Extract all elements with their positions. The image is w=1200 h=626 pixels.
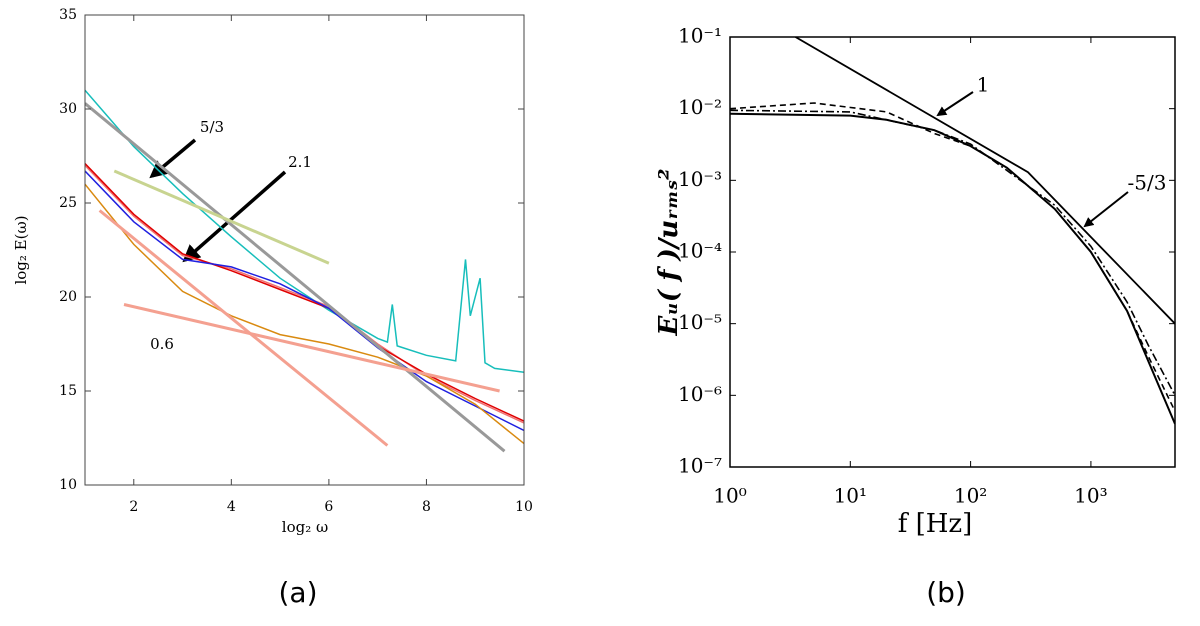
series-line [85, 102, 506, 453]
y-tick-label: 20 [59, 289, 77, 305]
x-tick-label: 2 [129, 499, 138, 515]
plot-area [85, 89, 524, 453]
y-tick-label: 10⁻⁵ [678, 310, 722, 334]
series-line [85, 164, 524, 424]
series-line [85, 183, 524, 445]
y-tick-label: 35 [59, 7, 77, 23]
series-line [85, 170, 524, 432]
annotation: 5/3 [200, 118, 224, 136]
y-tick-label: 25 [59, 195, 77, 211]
series-line [730, 109, 1175, 396]
plot-area [730, 37, 1175, 425]
y-tick-label: 10⁻³ [678, 167, 722, 191]
y-axis-label: Eᵤ( f )/uᵣₘₛ² [654, 169, 684, 337]
arrow [1083, 191, 1129, 228]
series-line [85, 89, 524, 373]
y-tick-label: 15 [59, 383, 77, 399]
x-tick-label: 8 [422, 499, 431, 515]
series-line [730, 112, 1175, 425]
y-tick-label: 10⁻⁴ [678, 239, 722, 263]
annotation: 1 [977, 73, 990, 97]
plot-frame [84, 14, 525, 486]
series-line [98, 209, 389, 447]
y-tick-label: 10⁻⁷ [678, 454, 722, 478]
arrow [182, 170, 287, 263]
x-tick-label: 10¹ [834, 484, 867, 508]
series-line [113, 169, 330, 265]
x-axis-label: f [Hz] [898, 509, 973, 539]
x-tick-label: 10² [954, 484, 987, 508]
y-tick-label: 30 [59, 101, 77, 117]
series-line [123, 303, 500, 393]
arrow [936, 91, 974, 117]
caption: (a) [278, 576, 317, 609]
y-tick-label: 10 [59, 477, 77, 493]
y-tick-label: 10⁻² [678, 95, 722, 119]
annotation: 0.6 [150, 335, 174, 353]
x-tick-label: 10⁰ [713, 484, 746, 508]
x-tick-label: 4 [227, 499, 236, 515]
plot-frame [729, 36, 1176, 468]
x-tick-label: 10 [515, 499, 533, 515]
series-line [85, 162, 524, 422]
x-tick-label: 10³ [1074, 484, 1107, 508]
annotation: 2.1 [288, 153, 312, 171]
annotation: -5/3 [1128, 171, 1167, 195]
series-line [730, 102, 1175, 412]
y-axis-label: log₂ E(ω) [12, 215, 30, 284]
x-axis-label: log₂ ω [282, 518, 328, 536]
y-tick-label: 10⁻⁶ [678, 382, 722, 406]
caption: (b) [926, 576, 966, 609]
y-tick-label: 10⁻¹ [678, 24, 722, 48]
series-line [795, 37, 1175, 325]
x-tick-label: 6 [324, 499, 333, 515]
